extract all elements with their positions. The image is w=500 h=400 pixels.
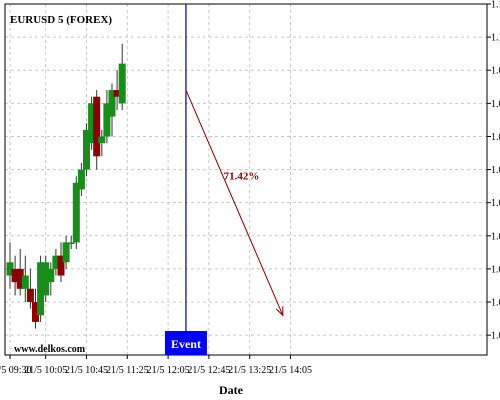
candle-up: [47, 262, 55, 296]
candle-body: [67, 242, 75, 244]
projection-line: [185, 89, 284, 316]
x-tick-label: 21/5 10:45: [65, 365, 108, 376]
y-tick-label: 1.1006: [491, 0, 500, 11]
y-tick-label: 1.0966: [491, 264, 500, 275]
gridlines: [5, 3, 487, 355]
event-label: Event: [171, 337, 201, 351]
y-tick-label: 1.0991: [491, 99, 500, 110]
y-tick-label: 1.0996: [491, 66, 500, 77]
candle-body: [83, 129, 90, 170]
event-box: [164, 331, 207, 355]
y-axis-ticks: 1.1006 1.1001 1.0996 1.0991 1.0986 1.0981 1.09…: [487, 0, 500, 342]
y-tick-label: 1.0956: [491, 331, 500, 342]
candle-body: [98, 136, 106, 144]
candle-body: [77, 169, 85, 190]
x-tick-label: 21/5 12:05: [147, 365, 190, 376]
candle-down: [11, 255, 19, 296]
candle-up: [108, 83, 116, 137]
candle-up: [21, 255, 29, 303]
candle-up: [62, 235, 70, 269]
y-tick-label: 1.1001: [491, 33, 500, 44]
candle-down: [57, 242, 65, 283]
candle-body: [32, 302, 39, 322]
candle-body: [88, 103, 96, 144]
candle-body: [37, 262, 45, 316]
event-marker: Event: [164, 4, 207, 355]
candle-body: [103, 103, 111, 137]
candle-body: [62, 242, 70, 263]
candle-down: [93, 90, 101, 170]
candle-up: [83, 123, 90, 177]
candle-down: [16, 249, 24, 296]
candle-body: [93, 96, 101, 157]
candle-up: [72, 176, 80, 250]
candle-up: [67, 235, 75, 250]
candle-body: [52, 255, 60, 269]
x-tick-label: 21/5 11:25: [106, 365, 149, 376]
x-tick-label: 21/5 13:25: [228, 365, 271, 376]
watermark: www.delkos.com: [14, 344, 86, 355]
candles: [6, 43, 126, 329]
y-tick-label: 1.0976: [491, 198, 500, 209]
candle-body: [57, 255, 65, 276]
x-tick-label: 21/5 09:30: [0, 365, 32, 376]
candle-body: [11, 268, 19, 283]
projection-arrow: 71.42%: [185, 89, 284, 317]
candle-body: [26, 288, 34, 303]
y-tick-label: 1.0986: [491, 132, 500, 143]
candle-up: [118, 43, 126, 110]
candle-body: [47, 268, 55, 283]
candle-up: [6, 242, 14, 289]
candle-up: [98, 129, 106, 157]
candle-up: [42, 255, 50, 303]
x-axis-label: Date: [219, 383, 244, 397]
candle-up: [52, 249, 60, 276]
candle-down: [26, 268, 34, 309]
y-tick-label: 1.0981: [491, 165, 500, 176]
candle-down: [32, 288, 39, 329]
candle-body: [72, 182, 80, 243]
candle-up: [77, 162, 85, 197]
candle-body: [42, 262, 50, 296]
candle-body: [16, 268, 24, 289]
candle-up: [37, 255, 45, 322]
x-tick-label: 21/5 14:05: [269, 365, 312, 376]
candle-down: [113, 70, 121, 110]
chart-title: EURUSD 5 (FOREX): [10, 14, 112, 26]
x-tick-label: 21/5 10:05: [24, 365, 67, 376]
x-tick-label: 21/5 12:45: [187, 365, 230, 376]
candle-body: [21, 275, 29, 289]
plot-border: [4, 3, 488, 356]
candle-body: [113, 90, 121, 97]
y-tick-label: 1.0961: [491, 298, 500, 309]
projection-percentage: 71.42%: [224, 171, 260, 183]
candle-body: [118, 63, 126, 104]
candle-up: [103, 90, 111, 144]
projection-arrowhead: [276, 306, 284, 317]
candle-body: [6, 262, 14, 276]
candle-up: [88, 96, 96, 150]
y-tick-label: 1.0971: [491, 231, 500, 242]
candle-body: [108, 90, 116, 117]
